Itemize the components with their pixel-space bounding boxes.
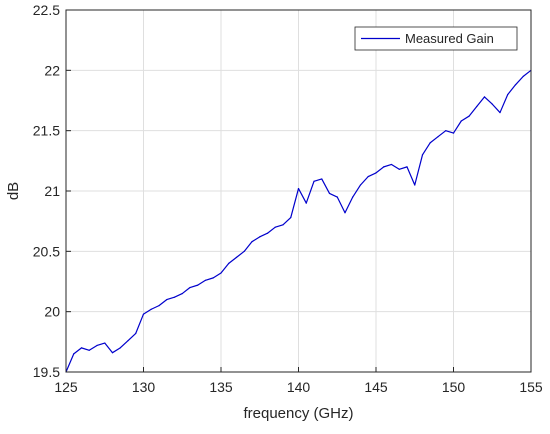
legend-label: Measured Gain (405, 31, 494, 46)
data-point (499, 111, 501, 114)
data-point (414, 184, 416, 186)
data-point (111, 352, 114, 354)
tick-labels: 125 130 135 140 145 150 155 19.5 20 20.5 21 21.5 22 2… (33, 2, 543, 395)
data-point (142, 313, 145, 315)
data-point (297, 187, 300, 190)
data-point (483, 96, 486, 98)
data-point (282, 224, 284, 226)
y-tick-label: 21 (44, 183, 60, 199)
data-point (305, 202, 307, 204)
data-point (460, 120, 462, 122)
data-point (119, 347, 121, 349)
legend: Measured Gain (354, 26, 518, 51)
data-point (173, 296, 176, 298)
x-axis-label: frequency (GHz) (243, 405, 353, 422)
data-point (398, 168, 400, 170)
data-point (150, 308, 152, 310)
data-point (181, 292, 183, 295)
data-point (452, 132, 455, 134)
data-point (243, 250, 245, 252)
data-point (158, 305, 160, 307)
data-point (328, 192, 331, 195)
data-point (88, 349, 90, 351)
data-point (321, 178, 323, 180)
data-point (437, 136, 439, 138)
data-point (359, 184, 362, 186)
data-point (406, 166, 408, 168)
data-point (166, 299, 168, 301)
legend-box (354, 26, 518, 51)
data-point (80, 347, 83, 349)
data-point (514, 84, 517, 86)
data-point (220, 272, 222, 274)
y-tick-label: 20.5 (33, 243, 60, 259)
x-tick-label: 130 (132, 379, 156, 395)
x-tick-label: 140 (287, 379, 311, 395)
x-tick-label: 135 (209, 379, 233, 395)
data-point (274, 226, 276, 228)
data-point (189, 286, 191, 289)
data-point (127, 340, 129, 342)
data-point (212, 277, 214, 279)
series-layer (65, 69, 532, 373)
data-point (429, 142, 431, 144)
data-point (336, 196, 338, 198)
data-point (96, 344, 98, 347)
plot-frame (65, 9, 532, 373)
x-tick-label: 155 (519, 379, 543, 395)
data-point (468, 115, 470, 117)
data-point (197, 284, 199, 286)
data-point (251, 241, 253, 243)
data-point (135, 332, 137, 334)
data-point (204, 279, 207, 281)
y-tick-label: 22 (44, 62, 60, 78)
data-point (344, 212, 346, 214)
data-point (421, 154, 424, 156)
data-point (313, 180, 315, 182)
data-point (367, 175, 369, 178)
data-point (375, 172, 377, 174)
data-point (390, 163, 393, 166)
y-axis-label: dB (5, 182, 22, 200)
data-point (228, 262, 230, 264)
data-point (522, 75, 524, 77)
y-tick-label: 19.5 (33, 364, 60, 380)
data-point (73, 353, 75, 355)
data-point (259, 236, 261, 238)
data-point (266, 232, 269, 234)
data-point (476, 105, 478, 108)
data-point (491, 103, 493, 105)
data-point (352, 196, 354, 198)
x-tick-label: 150 (442, 379, 466, 395)
y-tick-label: 20 (44, 304, 60, 320)
x-tick-label: 125 (54, 379, 78, 395)
data-point (383, 166, 385, 168)
data-point (290, 216, 292, 219)
x-tick-label: 145 (364, 379, 388, 395)
data-point (104, 342, 106, 344)
data-point (445, 130, 447, 132)
data-point (235, 256, 238, 258)
y-tick-label: 21.5 (33, 123, 60, 139)
y-tick-label: 22.5 (33, 2, 60, 18)
data-point (507, 93, 509, 96)
